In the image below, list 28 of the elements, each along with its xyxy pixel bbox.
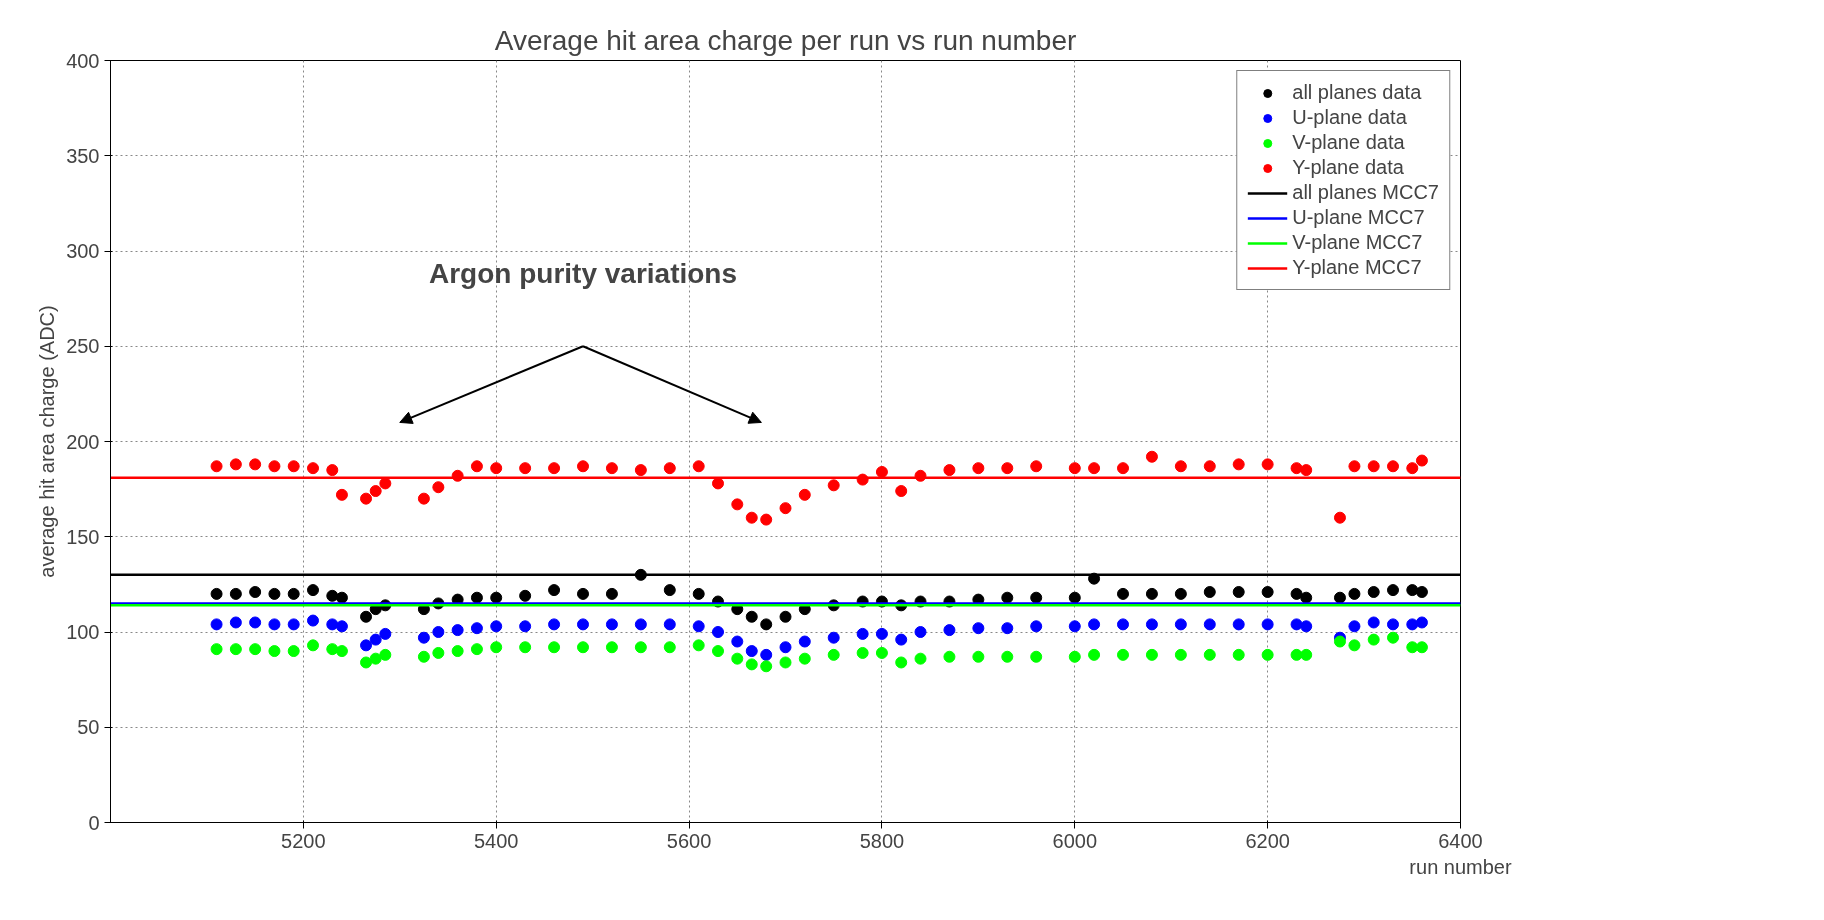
legend-label: all planes MCC7 — [1292, 181, 1439, 204]
legend-label: U-plane data — [1292, 106, 1407, 129]
annotation: Argon purity variations — [428, 258, 738, 290]
x-tick-label: 6200 — [1245, 829, 1290, 852]
y-tick-label: 0 — [88, 811, 100, 834]
x-tick-label: 6000 — [1052, 829, 1098, 852]
legend-label: U-plane MCC7 — [1292, 206, 1425, 229]
y-tick-label: 50 — [77, 716, 100, 739]
y-tick-label: 200 — [66, 430, 100, 453]
x-tick-label: 5200 — [281, 829, 326, 852]
x-tick-label: 5400 — [473, 829, 519, 852]
y-tick-label: 100 — [66, 621, 100, 643]
y-tick-label: 250 — [66, 335, 100, 358]
legend-label: all planes data — [1292, 81, 1422, 104]
x-tick-label: 5800 — [859, 829, 905, 852]
y-tick-label: 400 — [66, 49, 100, 72]
legend-label: Y-plane data — [1292, 156, 1404, 179]
legend-label: V-plane data — [1292, 131, 1405, 154]
y-axis-title: average hit area charge (ADC) — [36, 305, 59, 578]
y-tick-label: 150 — [66, 525, 100, 548]
y-tick-label: 300 — [66, 240, 100, 262]
x-axis-title: run number — [1409, 855, 1512, 878]
x-tick-label: 5600 — [666, 829, 712, 852]
legend-label: Y-plane MCC7 — [1292, 256, 1422, 279]
y-tick-label: 350 — [66, 144, 100, 167]
x-tick-label: 6400 — [1438, 829, 1483, 852]
chart-title: Average hit area charge per run vs run number — [494, 24, 1077, 56]
legend-label: V-plane MCC7 — [1292, 231, 1423, 254]
